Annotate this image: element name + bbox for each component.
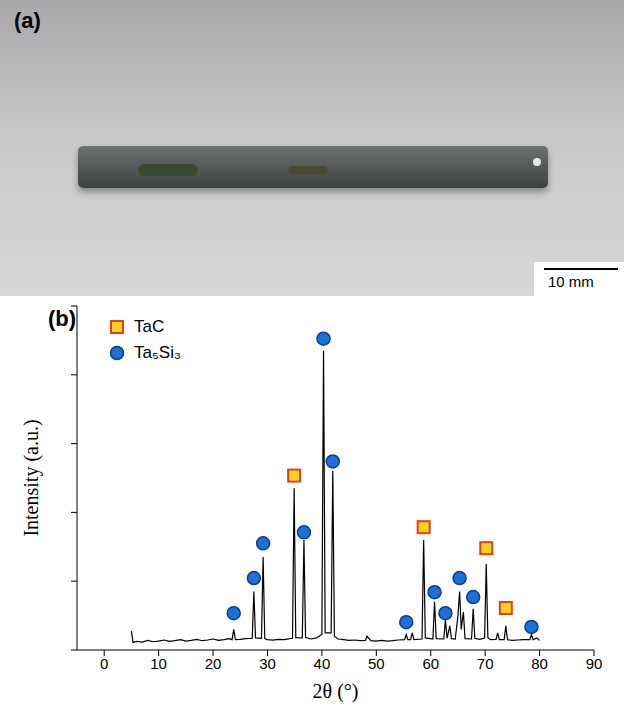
svg-text:50: 50	[368, 655, 385, 672]
svg-text:30: 30	[259, 655, 276, 672]
html-text:(b): (b)	[48, 306, 77, 331]
svg-text:Intensity (a.u.): Intensity (a.u.)	[20, 419, 43, 536]
html-text:10 mm: 10 mm	[548, 273, 594, 290]
svg-text:10: 10	[150, 655, 167, 672]
svg-text:40: 40	[314, 655, 331, 672]
html-text:(a): (a)	[14, 8, 41, 33]
svg-text:80: 80	[531, 655, 548, 672]
html-text:Ta₅Si₃: Ta₅Si₃	[134, 343, 181, 362]
html-text:TaC: TaC	[134, 317, 165, 336]
svg-text:2θ (°): 2θ (°)	[313, 680, 359, 703]
svg-text:20: 20	[205, 655, 222, 672]
svg-text:60: 60	[422, 655, 439, 672]
svg-text:0: 0	[100, 655, 108, 672]
svg-text:70: 70	[477, 655, 494, 672]
svg-text:90: 90	[586, 655, 603, 672]
